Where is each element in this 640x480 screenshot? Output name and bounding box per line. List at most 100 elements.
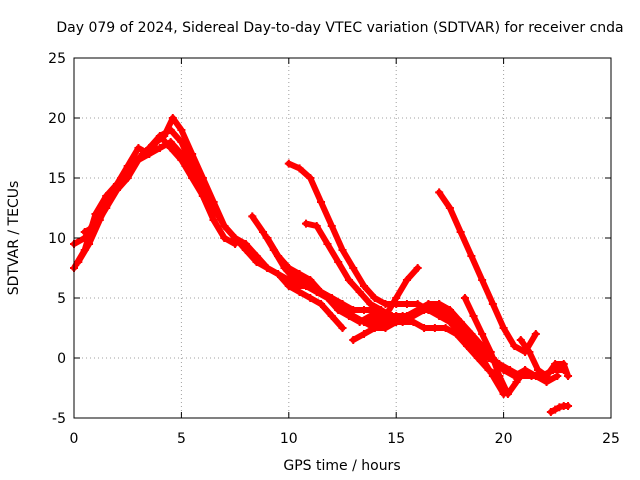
data-point: [295, 164, 304, 173]
data-point: [355, 288, 364, 296]
data-point: [512, 378, 521, 386]
data-point: [284, 159, 293, 168]
data-point: [231, 240, 240, 248]
data-point: [312, 222, 321, 230]
y-tick-label: 20: [48, 111, 66, 127]
data-point: [327, 294, 336, 302]
data-point: [495, 372, 504, 380]
data-point: [559, 360, 568, 368]
data-point: [564, 402, 573, 410]
y-axis-title: SDTVAR / TECUs: [6, 181, 22, 296]
data-point: [252, 252, 261, 260]
data-point: [74, 258, 83, 266]
data-point: [284, 276, 293, 284]
data-point: [531, 372, 540, 380]
data-point: [317, 288, 326, 296]
data-point: [377, 306, 386, 314]
data-point: [460, 294, 469, 302]
data-point: [160, 132, 169, 140]
data-point: [510, 342, 519, 350]
data-point: [488, 300, 497, 308]
data-point: [220, 234, 229, 242]
data-point: [499, 366, 508, 374]
data-point: [441, 324, 450, 332]
data-point: [510, 372, 519, 380]
data-point: [112, 186, 121, 194]
data-point: [478, 330, 487, 338]
data-point: [402, 312, 411, 320]
data-point: [334, 258, 343, 266]
data-point: [306, 282, 315, 290]
data-point: [359, 330, 368, 338]
data-point: [359, 282, 368, 290]
data-point: [381, 300, 390, 308]
series-track-14: [516, 336, 573, 380]
data-point: [531, 330, 540, 338]
data-point: [430, 306, 439, 314]
data-point: [188, 168, 197, 176]
data-point: [91, 222, 100, 230]
data-point: [445, 204, 454, 212]
data-point: [317, 198, 326, 206]
series-track-15: [546, 402, 573, 416]
data-point: [555, 403, 564, 412]
series-trace: [249, 213, 503, 379]
data-point: [102, 204, 111, 212]
data-point: [392, 300, 401, 308]
data-point: [553, 372, 562, 380]
x-axis-title: GPS time / hours: [283, 458, 400, 474]
data-point: [402, 300, 411, 308]
data-point: [168, 114, 177, 122]
data-point: [349, 264, 358, 272]
data-point: [263, 234, 272, 242]
series-trace: [436, 189, 539, 355]
data-point: [435, 188, 444, 197]
x-tick-label: 25: [602, 431, 620, 447]
data-point: [209, 198, 218, 206]
data-point: [387, 312, 396, 320]
data-point: [149, 140, 158, 149]
data-point: [359, 318, 368, 326]
data-point: [533, 366, 542, 374]
data-point: [456, 228, 465, 236]
data-point: [338, 246, 347, 254]
x-tick-label: 0: [70, 431, 79, 447]
data-point: [263, 264, 272, 272]
data-point: [478, 276, 487, 284]
series-track-12: [435, 188, 540, 356]
data-point: [349, 336, 358, 344]
data-point: [366, 312, 375, 320]
data-point: [551, 360, 560, 368]
data-layer: [70, 114, 573, 416]
data-point: [177, 126, 186, 134]
data-point: [338, 324, 347, 332]
x-tick-label: 10: [280, 431, 298, 447]
data-point: [241, 246, 250, 254]
data-point: [198, 174, 207, 182]
data-point: [424, 300, 433, 308]
data-point: [134, 144, 143, 152]
series-trace: [461, 295, 529, 397]
data-point: [503, 390, 512, 398]
data-point: [134, 156, 143, 164]
data-point: [456, 318, 465, 326]
y-tick-label: 15: [48, 171, 66, 187]
data-point: [402, 276, 411, 284]
data-point: [177, 150, 186, 158]
data-point: [327, 222, 336, 230]
x-tick-label: 15: [387, 431, 405, 447]
data-point: [546, 408, 555, 416]
grid-lines: [74, 58, 611, 418]
data-point: [259, 228, 268, 236]
data-point: [188, 150, 197, 158]
data-point: [327, 312, 336, 320]
y-tick-label: 10: [48, 231, 66, 247]
data-point: [420, 324, 429, 332]
data-point: [301, 219, 310, 228]
data-point: [338, 300, 347, 308]
data-point: [499, 324, 508, 332]
series-track-4: [80, 138, 240, 248]
